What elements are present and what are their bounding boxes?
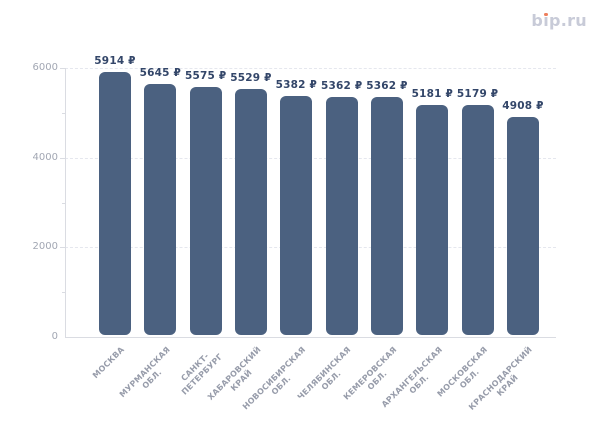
y-axis-tick-label: 6000 bbox=[32, 62, 58, 73]
bar-value-label: 5179 ₽ bbox=[456, 87, 499, 100]
y-axis-tick-label: 0 bbox=[51, 331, 58, 342]
bar-value-label: 5181 ₽ bbox=[411, 87, 453, 100]
bar-value-label: 5914 ₽ bbox=[94, 54, 136, 67]
y-axis-major-tick bbox=[60, 157, 65, 159]
bar-group: 5179 ₽ bbox=[457, 68, 498, 337]
y-axis-tick-label: 2000 bbox=[32, 241, 58, 253]
y-axis-major-tick bbox=[60, 247, 65, 249]
y-axis-major-tick bbox=[60, 68, 65, 69]
bar-МОСКОВСКАЯ ОБЛ.[interactable] bbox=[461, 104, 494, 335]
bar-value-label: 5362 ₽ bbox=[320, 79, 363, 92]
y-axis-minor-tick bbox=[62, 292, 65, 294]
logo-letter-i: ı bbox=[543, 11, 549, 30]
bar-group: 5362 ₽ bbox=[321, 68, 362, 337]
bar-АРХАНГЕЛЬСКАЯ ОБЛ.[interactable] bbox=[416, 104, 449, 335]
bar-group: 5529 ₽ bbox=[230, 68, 271, 337]
bar-group: 5645 ₽ bbox=[140, 67, 181, 337]
x-axis-baseline bbox=[65, 337, 556, 338]
y-axis-tick-label: 4000 bbox=[32, 151, 58, 163]
bar-group: 5575 ₽ bbox=[185, 68, 226, 337]
x-axis-category-label: МУРМАНСКАЯ ОБЛ. bbox=[117, 345, 172, 400]
y-axis-minor-tick bbox=[62, 112, 65, 114]
bar-КРАСНОДАРСКИЙ КРАЙ[interactable] bbox=[506, 116, 539, 335]
bar-КЕМЕРОВСКАЯ ОБЛ.[interactable] bbox=[370, 96, 403, 335]
bar-ЧЕЛЯБИНСКАЯ ОБЛ.[interactable] bbox=[325, 96, 358, 335]
bar-САНКТ-ПЕТЕРБУРГ[interactable] bbox=[189, 87, 222, 335]
y-axis-line bbox=[65, 68, 66, 337]
gridline-6000 bbox=[65, 68, 556, 69]
bar-group: 5362 ₽ bbox=[366, 68, 407, 337]
bar-ХАБАРОВСКИЙ КРАЙ[interactable] bbox=[234, 89, 267, 335]
bar-МОСКВА[interactable] bbox=[99, 71, 131, 335]
bar-group: 4908 ₽ bbox=[502, 68, 543, 337]
bar-value-label: 5362 ₽ bbox=[366, 79, 408, 92]
bar-value-label: 5529 ₽ bbox=[230, 72, 272, 85]
bar-value-label: 5382 ₽ bbox=[275, 78, 318, 91]
bar-value-label: 4908 ₽ bbox=[502, 99, 544, 112]
bar-НОВОСИБИРСКАЯ ОБЛ.[interactable] bbox=[280, 95, 313, 335]
brand-logo: bı p.ru bbox=[531, 11, 587, 30]
bar-group: 5382 ₽ bbox=[276, 68, 317, 337]
bar-МУРМАНСКАЯ ОБЛ.[interactable] bbox=[144, 83, 177, 335]
bar-value-label: 5645 ₽ bbox=[139, 66, 182, 79]
bar-group: 5181 ₽ bbox=[412, 68, 453, 337]
bar-value-label: 5575 ₽ bbox=[184, 70, 227, 83]
bars-layer: 5914 ₽5645 ₽5575 ₽5529 ₽5382 ₽5362 ₽5362… bbox=[94, 55, 543, 337]
x-axis-category-label: МОСКВА bbox=[91, 345, 127, 381]
logo-i-dot bbox=[544, 12, 548, 16]
y-axis-minor-tick bbox=[62, 202, 65, 204]
bar-group: 5914 ₽ bbox=[94, 55, 135, 337]
